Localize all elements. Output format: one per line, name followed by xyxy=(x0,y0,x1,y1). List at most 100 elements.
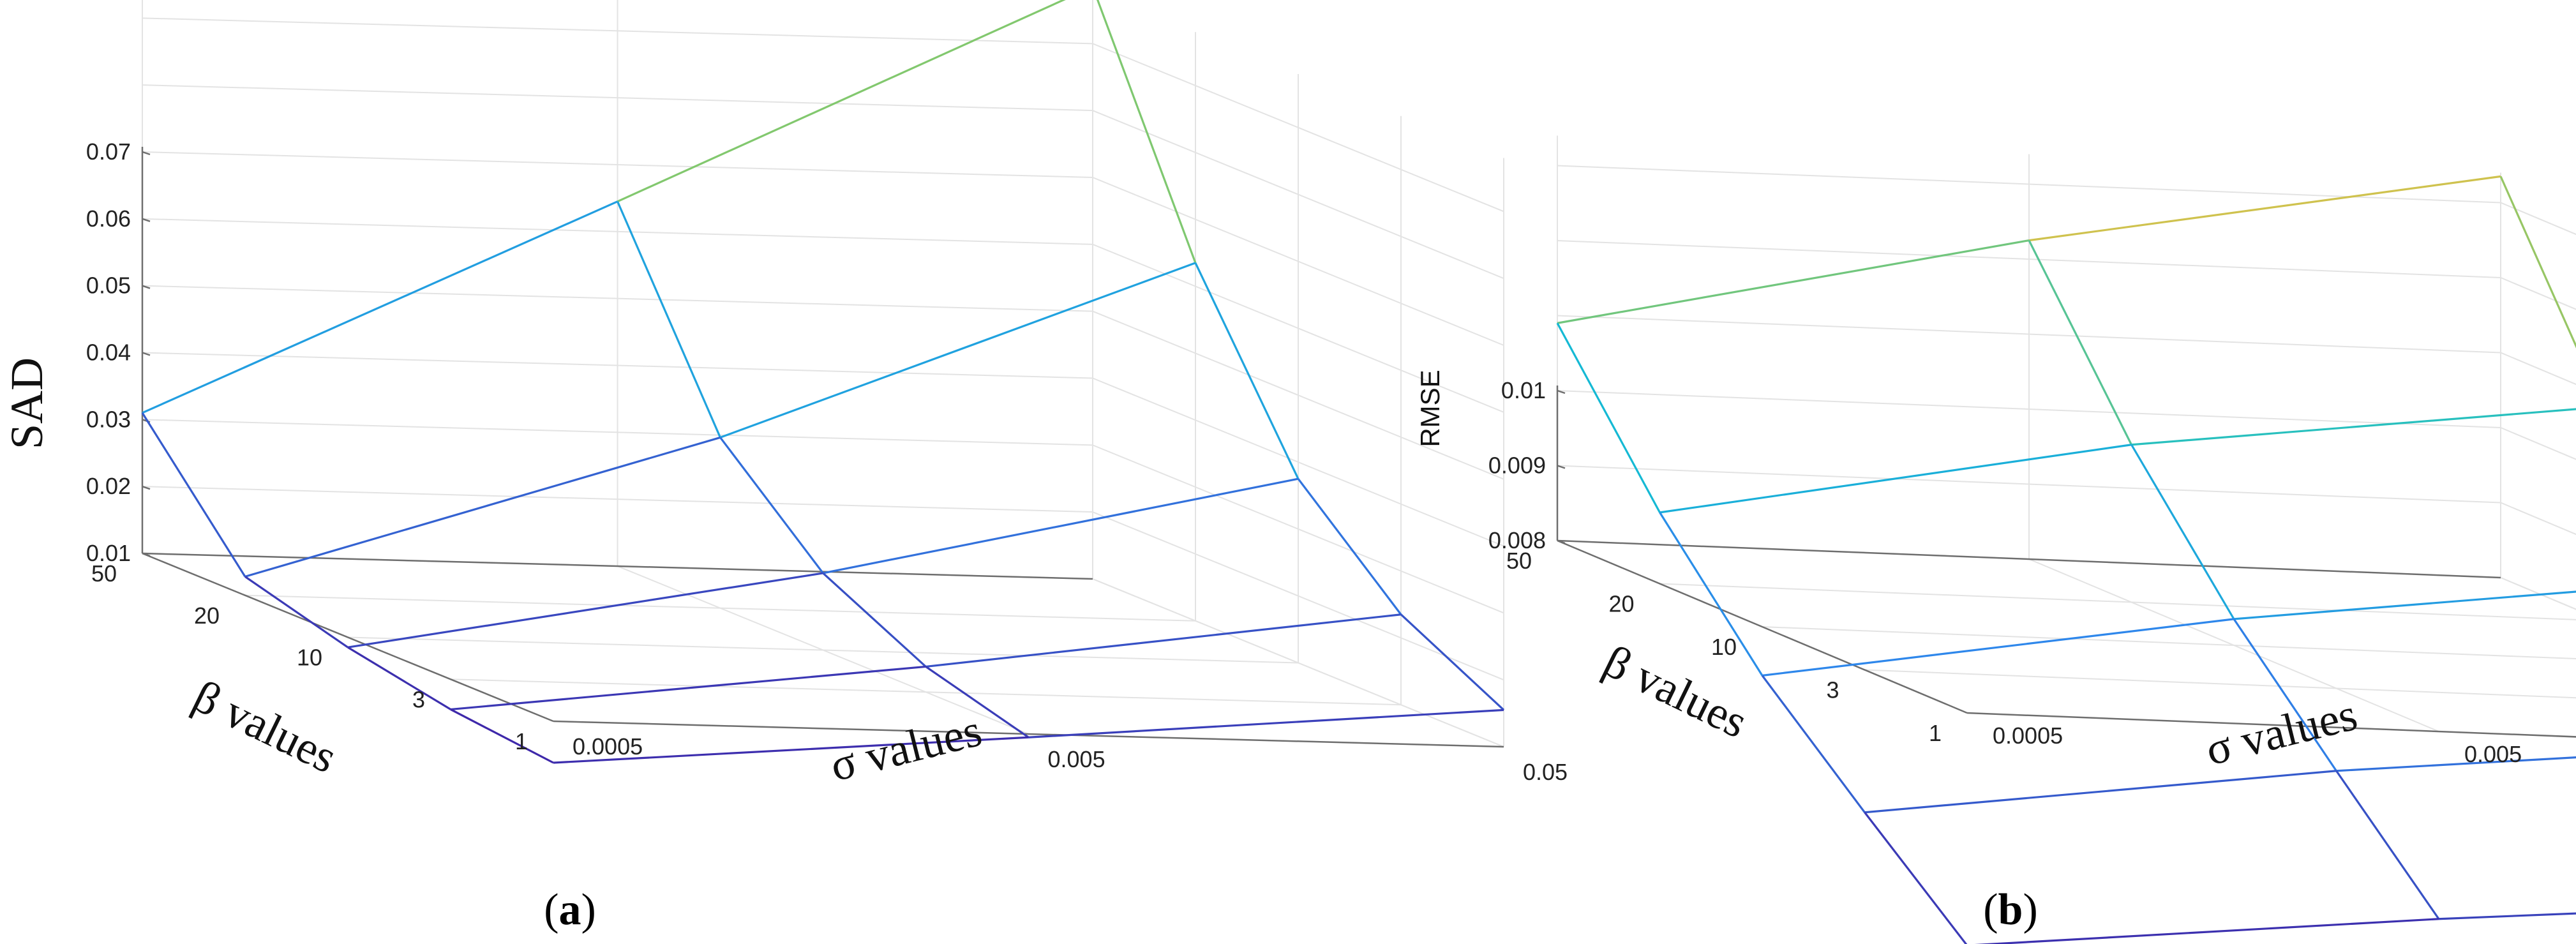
sigma-axis-line xyxy=(1966,712,2576,738)
surface-edge xyxy=(617,201,721,438)
panel-b-caption: (b) xyxy=(1983,885,2038,934)
surface-edge xyxy=(719,437,824,574)
surface-edge xyxy=(1194,262,1299,479)
surface-edge xyxy=(1028,708,1504,738)
sigma-tick-label: 0.05 xyxy=(1523,759,1568,785)
surface-edge xyxy=(2233,618,2337,772)
surface-edge xyxy=(141,412,246,578)
beta-tick-label: 20 xyxy=(1608,591,1634,617)
grid-line xyxy=(1762,626,2576,660)
beta-axis-line xyxy=(142,552,554,723)
surface-edge xyxy=(1864,811,1968,944)
surface-edge xyxy=(2499,176,2576,348)
surface-edge xyxy=(1659,512,1764,677)
z-tick-mark xyxy=(1557,389,1566,394)
beta-axis-line xyxy=(1557,539,1968,714)
surface-edge xyxy=(823,477,1299,574)
z-tick-label: 0.02 xyxy=(86,473,131,499)
surface-edge xyxy=(1762,618,2235,677)
z-tick-label: 0.008 xyxy=(1488,527,1546,553)
grid-line xyxy=(347,636,1299,664)
beta-tick-label: 10 xyxy=(1711,634,1737,660)
surface-edge xyxy=(142,200,618,414)
z-tick-label: 0.01 xyxy=(1501,377,1546,403)
z-tick-label: 0.009 xyxy=(1488,453,1546,479)
surface-edge xyxy=(553,736,1029,764)
sigma-tick-label: 0.0005 xyxy=(1993,723,2063,749)
surface-edge xyxy=(2335,770,2440,920)
grid-line xyxy=(1557,165,2576,236)
surface-edge xyxy=(1659,444,2132,514)
grid-line xyxy=(2500,577,2576,610)
beta-tick-label: 1 xyxy=(1929,720,1942,746)
panel-a-wireframe xyxy=(141,0,1505,764)
panel-b-y-axis-label: σ values xyxy=(2201,689,2362,775)
panel-a-tick-labels: 0.01 0.02 0.03 0.04 0.05 0.06 0.07 50 20 10 3 1 0.00… xyxy=(86,139,1568,785)
z-tick-mark xyxy=(142,352,151,356)
grid-line xyxy=(142,486,1504,681)
grid-line xyxy=(244,594,1196,622)
z-tick-mark xyxy=(142,552,151,557)
sigma-tick-label: 0.005 xyxy=(2464,741,2522,767)
grid-line xyxy=(1557,240,2576,310)
z-tick-label: 0.07 xyxy=(86,139,131,165)
panel-a-z-axis-label: SAD xyxy=(1,357,52,449)
panel-a-caption: (a) xyxy=(544,885,596,934)
surface-edge xyxy=(617,0,1066,203)
surface-edge xyxy=(822,572,927,668)
beta-tick-label: 1 xyxy=(515,728,528,754)
surface-edge xyxy=(347,646,451,710)
z-tick-label: 0.05 xyxy=(86,273,131,299)
sigma-tick-label: 0.0005 xyxy=(573,733,643,760)
surface-edge xyxy=(1556,322,1661,513)
surface-edge xyxy=(244,436,721,578)
beta-tick-label: 10 xyxy=(297,645,322,671)
panel-b-surface-chart: 0.008 0.009 0.01 50 20 10 3 1 0.0005 0.005 0.05 RM… xyxy=(1415,135,2576,944)
sigma-axis-line xyxy=(553,720,1504,748)
grid-line xyxy=(142,218,1504,413)
panel-b-grid xyxy=(1557,135,2576,738)
panel-a-x-axis-label: β values xyxy=(186,670,345,783)
grid-line xyxy=(1557,465,2576,536)
surface-edge xyxy=(925,613,1402,668)
surface-edge xyxy=(450,665,926,711)
z-tick-mark xyxy=(142,285,151,289)
z-tick-label: 0.06 xyxy=(86,206,131,232)
z-tick-label: 0.01 xyxy=(86,540,131,566)
surface-edge xyxy=(2131,408,2576,446)
panel-a-caption-letter: a xyxy=(559,885,581,934)
floor-back-edge xyxy=(142,552,1093,580)
surface-edge xyxy=(1864,770,2337,814)
grid-line xyxy=(142,151,1504,346)
panel-a-y-axis-label: σ values xyxy=(825,705,987,791)
grid-line xyxy=(1557,315,2576,386)
surface-edge xyxy=(1297,478,1402,615)
panel-a-axes xyxy=(141,147,1504,748)
grid-line xyxy=(142,285,1504,480)
grid-line xyxy=(142,352,1504,547)
beta-tick-label: 20 xyxy=(194,603,220,629)
grid-line xyxy=(142,419,1504,614)
surface-edge xyxy=(450,708,554,764)
z-tick-mark xyxy=(1557,539,1566,544)
beta-tick-label: 3 xyxy=(412,686,425,712)
surface-edge xyxy=(1400,613,1505,711)
surface-edge xyxy=(2438,912,2576,920)
surface-edge xyxy=(2028,239,2132,446)
z-tick-mark xyxy=(142,218,151,223)
beta-tick-label: 3 xyxy=(1826,677,1839,703)
surface-edge xyxy=(347,572,823,648)
panel-b-wireframe xyxy=(1556,175,2576,944)
panel-b-caption-letter: b xyxy=(1998,885,2023,934)
surface-edge xyxy=(1761,675,1866,813)
grid-line xyxy=(450,678,1402,706)
panel-b-axes xyxy=(1556,386,2576,738)
floor-back-edge xyxy=(1557,539,2501,579)
surface-edge xyxy=(2130,444,2235,620)
z-tick-mark xyxy=(1557,465,1566,469)
z-tick-label: 0.04 xyxy=(86,340,131,366)
panel-a-surface-chart: 0.01 0.02 0.03 0.04 0.05 0.06 0.07 50 20 10 3 1 0.00… xyxy=(1,0,1568,934)
grid-line xyxy=(142,17,1504,213)
panel-b-z-axis-label: RMSE xyxy=(1415,370,1445,447)
